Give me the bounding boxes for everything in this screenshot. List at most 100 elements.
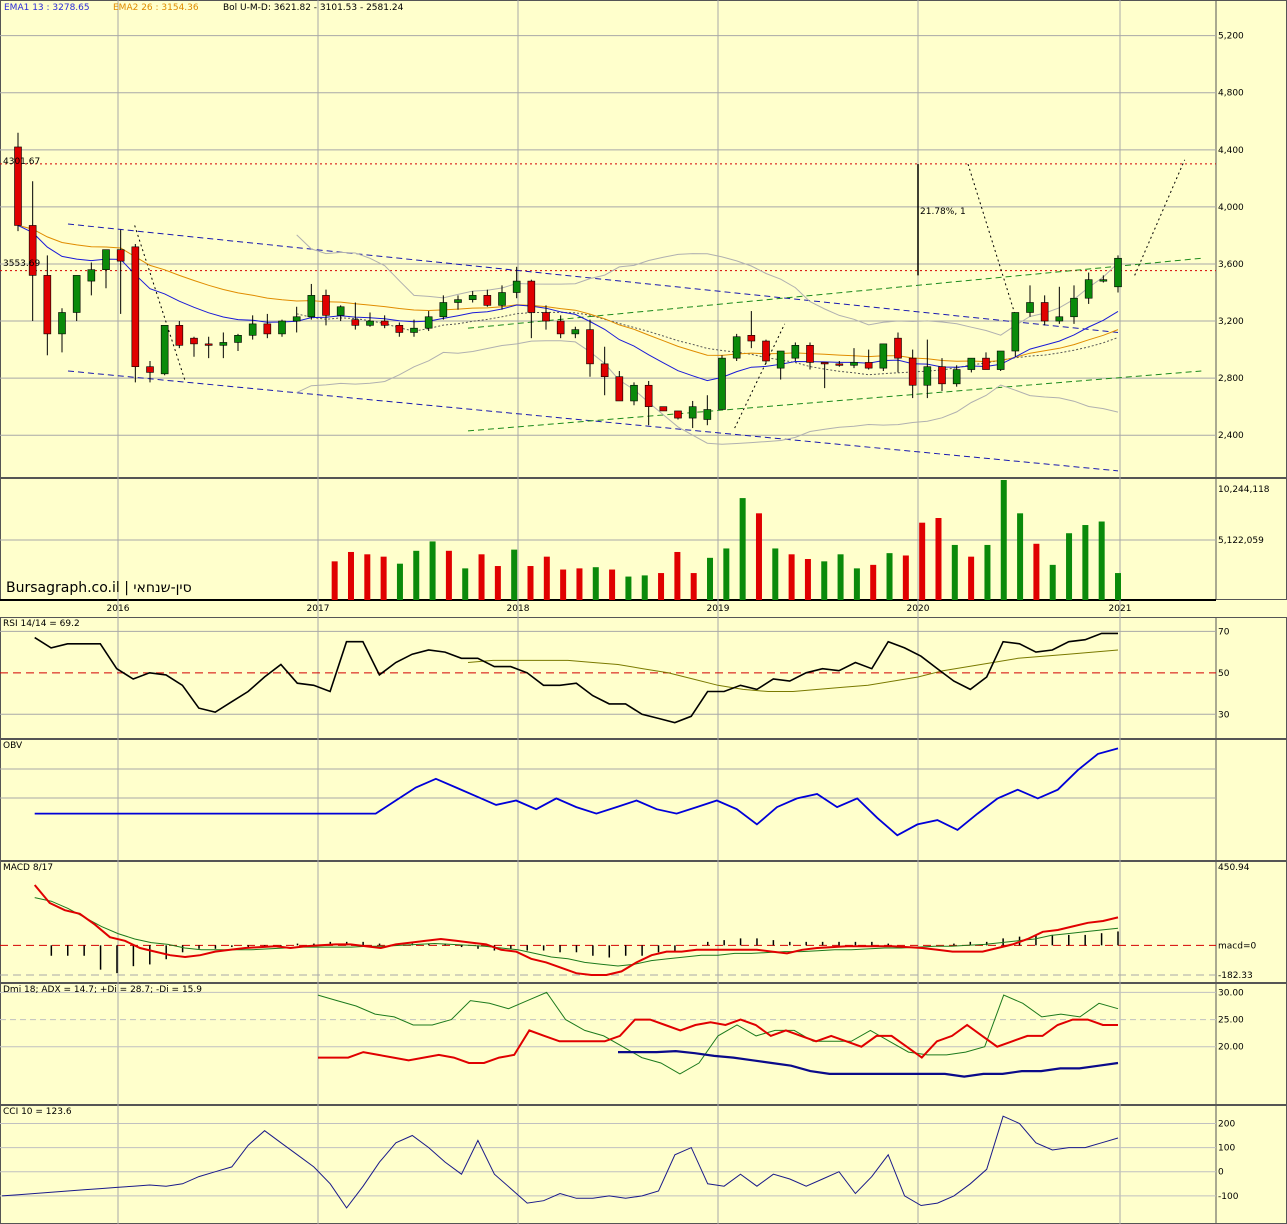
volume-bar bbox=[1115, 573, 1121, 600]
ema1-line bbox=[17, 224, 1119, 382]
candle-up bbox=[468, 295, 477, 300]
rsi-tick-label: 30 bbox=[1218, 710, 1230, 720]
volume-bar bbox=[837, 554, 844, 600]
candle-down bbox=[600, 363, 609, 377]
volume-bar bbox=[788, 554, 795, 600]
candle-up bbox=[879, 343, 888, 369]
price-tick-label: 3,200 bbox=[1218, 317, 1244, 327]
candle-down bbox=[615, 376, 624, 402]
candle-up bbox=[278, 320, 286, 335]
volume-bar bbox=[1017, 513, 1024, 600]
rsi-signal-line bbox=[467, 649, 1119, 692]
macd-signal-line bbox=[34, 897, 1119, 967]
candle-down bbox=[864, 362, 873, 369]
candle-up bbox=[571, 329, 580, 335]
year-tick-label: 2017 bbox=[307, 604, 330, 614]
candle-up bbox=[1026, 302, 1034, 313]
candle-down bbox=[938, 366, 946, 385]
candle-down bbox=[351, 319, 360, 326]
candle-up bbox=[454, 299, 462, 303]
candle-up bbox=[366, 320, 374, 326]
cci-label: CCI 10 = 123.6 bbox=[3, 1107, 72, 1117]
volume-bar bbox=[935, 518, 942, 600]
volume-bar bbox=[641, 575, 648, 600]
candle-up bbox=[1084, 279, 1093, 299]
candle-up bbox=[630, 384, 638, 402]
candle-down bbox=[204, 343, 213, 346]
candle-up bbox=[87, 269, 96, 282]
dmi-tick-label: 30.00 bbox=[1218, 988, 1244, 998]
macd-line bbox=[33, 884, 1119, 976]
candle-down bbox=[908, 357, 917, 386]
volume-bar bbox=[723, 548, 730, 600]
price-tick-label: 5,200 bbox=[1218, 32, 1244, 42]
price-tick-label: 3,600 bbox=[1218, 260, 1244, 270]
candle-up bbox=[688, 406, 697, 419]
candle-down bbox=[175, 325, 184, 346]
price-panel-frame bbox=[0, 0, 1287, 478]
volume-bar bbox=[592, 567, 599, 600]
candle-up bbox=[1055, 316, 1064, 322]
dmi-adx-line bbox=[618, 1049, 1119, 1078]
candle-down bbox=[1040, 302, 1049, 322]
volume-bar bbox=[364, 554, 371, 600]
candle-up bbox=[424, 316, 433, 329]
cci-panel-frame bbox=[0, 1105, 1287, 1224]
volume-bar bbox=[674, 551, 681, 600]
volume-tick-label: 10,244,118 bbox=[1218, 485, 1270, 495]
volume-bar bbox=[494, 566, 501, 600]
volume-bar bbox=[560, 569, 567, 600]
volume-bar bbox=[380, 556, 387, 600]
candle-up bbox=[1070, 297, 1078, 318]
candle-up bbox=[791, 345, 800, 359]
price-tick-label: 4,400 bbox=[1218, 146, 1244, 156]
volume-bar bbox=[804, 559, 811, 600]
volume-bar bbox=[886, 553, 893, 600]
price-tick-label: 2,400 bbox=[1218, 431, 1244, 441]
volume-bar bbox=[462, 568, 469, 600]
candle-up bbox=[439, 302, 448, 318]
candle-down bbox=[820, 362, 829, 365]
macd-tick-label: 450.94 bbox=[1218, 863, 1250, 873]
volume-bar bbox=[1000, 480, 1007, 600]
bollinger-legend: Bol U-M-D: 3621.82 - 3101.53 - 2581.24 bbox=[223, 3, 404, 13]
cci-line bbox=[1, 1115, 1119, 1209]
candle-down bbox=[644, 384, 653, 407]
measure-annotation: 21.78%, 1 bbox=[920, 207, 966, 217]
volume-bar bbox=[347, 551, 354, 600]
volume-bar bbox=[429, 541, 436, 600]
dmi-label: Dmi 18; ADX = 14.7; +Di = 28.7; -Di = 15… bbox=[3, 985, 202, 995]
candle-up bbox=[996, 350, 1005, 370]
fib-leg-line bbox=[134, 225, 186, 380]
candle-up bbox=[72, 275, 81, 313]
candle-down bbox=[835, 363, 844, 366]
volume-bar bbox=[984, 544, 991, 600]
obv-line bbox=[34, 747, 1119, 837]
candle-up bbox=[58, 312, 66, 335]
candle-down bbox=[542, 312, 550, 322]
watermark: Bursagraph.co.il | סין-שנחאי bbox=[6, 580, 192, 596]
year-tick-label: 2018 bbox=[507, 604, 530, 614]
hline-label-upper: 4301.67 bbox=[3, 157, 41, 167]
candle-down bbox=[674, 410, 682, 419]
candle-up bbox=[923, 366, 932, 386]
down-channel-upper bbox=[67, 223, 1119, 333]
ema2-legend: EMA2 26 : 3154.36 bbox=[113, 3, 199, 13]
volume-bar bbox=[1049, 564, 1056, 600]
price-tick-label: 4,800 bbox=[1218, 89, 1244, 99]
candle-down bbox=[556, 320, 565, 335]
volume-bar bbox=[772, 548, 779, 600]
volume-bar bbox=[951, 544, 958, 600]
candle-down bbox=[380, 320, 389, 326]
candle-down bbox=[131, 246, 140, 368]
hline-label-lower: 3553.69 bbox=[3, 259, 41, 269]
candle-down bbox=[28, 225, 37, 276]
bollinger-lower-band bbox=[296, 340, 1119, 445]
cci-tick-label: 0 bbox=[1218, 1168, 1224, 1178]
candle-up bbox=[102, 249, 110, 270]
candle-up bbox=[292, 316, 301, 322]
volume-bar bbox=[739, 498, 746, 600]
candle-up bbox=[732, 336, 741, 359]
dmi-tick-label: 25.00 bbox=[1218, 1016, 1244, 1026]
